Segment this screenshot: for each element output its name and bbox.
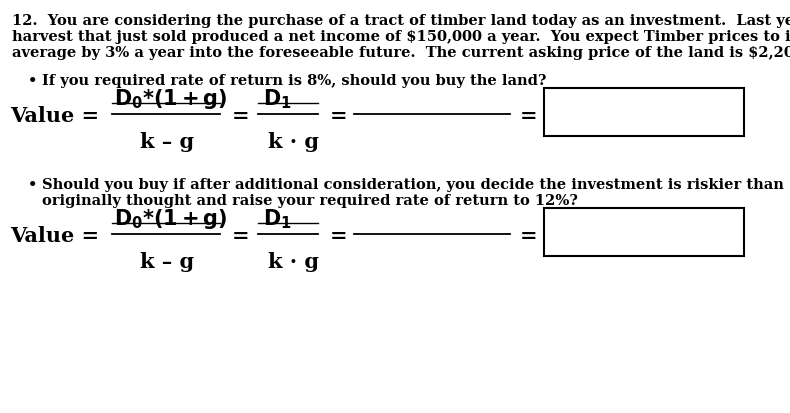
Text: If you required rate of return is 8%, should you buy the land?: If you required rate of return is 8%, sh… [42, 74, 547, 88]
Text: =: = [330, 106, 348, 126]
Text: k · g: k · g [268, 132, 319, 152]
Text: =: = [520, 106, 538, 126]
Text: $\mathbf{D_0}$$\mathbf{*(1+g)}$: $\mathbf{D_0}$$\mathbf{*(1+g)}$ [114, 206, 228, 230]
Text: $\mathbf{D_1}$: $\mathbf{D_1}$ [263, 206, 292, 230]
Text: Value =: Value = [10, 225, 99, 245]
Text: k – g: k – g [140, 132, 194, 152]
Text: $\mathbf{D_0}$$\mathbf{*(1+g)}$: $\mathbf{D_0}$$\mathbf{*(1+g)}$ [114, 87, 228, 111]
Text: 12.  You are considering the purchase of a tract of timber land today as an inve: 12. You are considering the purchase of … [12, 14, 790, 28]
Bar [544, 209, 744, 256]
Text: •: • [28, 178, 37, 192]
Text: Should you buy if after additional consideration, you decide the investment is r: Should you buy if after additional consi… [42, 178, 784, 192]
Text: harvest that just sold produced a net income of $150,000 a year.  You expect Tim: harvest that just sold produced a net in… [12, 30, 790, 44]
Text: =: = [520, 225, 538, 245]
Text: average by 3% a year into the foreseeable future.  The current asking price of t: average by 3% a year into the foreseeabl… [12, 46, 790, 60]
Text: •: • [28, 74, 37, 88]
Text: Value =: Value = [10, 106, 99, 126]
Text: k · g: k · g [268, 252, 319, 271]
Text: originally thought and raise your required rate of return to 12%?: originally thought and raise your requir… [42, 194, 577, 207]
Text: =: = [330, 225, 348, 245]
Text: =: = [232, 225, 250, 245]
Bar [544, 89, 744, 137]
Text: =: = [232, 106, 250, 126]
Text: $\mathbf{D_1}$: $\mathbf{D_1}$ [263, 87, 292, 110]
Text: k – g: k – g [140, 252, 194, 271]
